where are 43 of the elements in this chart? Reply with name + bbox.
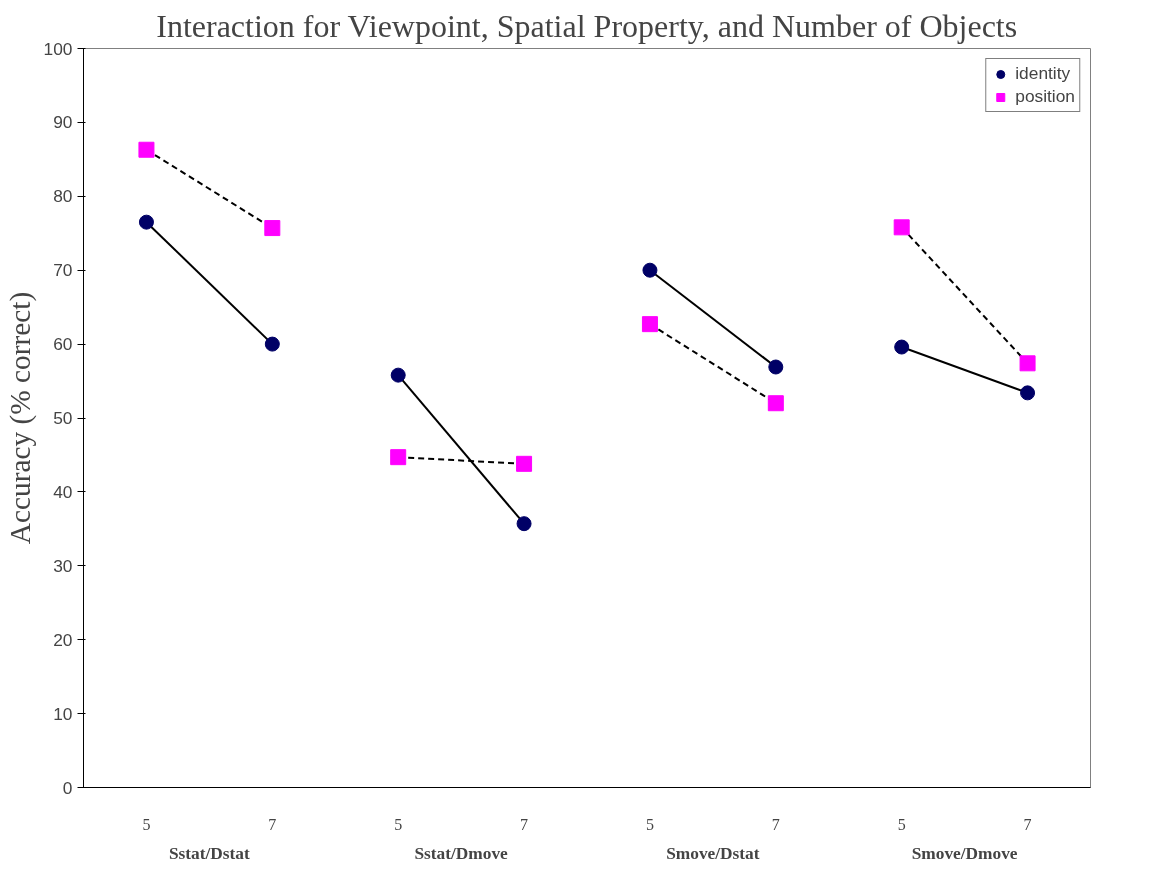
point xyxy=(768,359,784,375)
text: Sstat/Dstat xyxy=(168,843,251,863)
y-tick-label: 50 xyxy=(53,408,73,428)
point xyxy=(138,214,154,230)
point xyxy=(138,141,155,158)
point xyxy=(893,219,910,236)
x-tick-label: 5 xyxy=(394,815,403,833)
text: Sstat/Dmove xyxy=(414,843,509,863)
y-tick-label: 20 xyxy=(53,629,73,650)
point xyxy=(894,339,910,355)
y-tick-label: 90 xyxy=(53,112,73,133)
y-tick-label: 60 xyxy=(53,334,73,355)
point xyxy=(516,455,533,472)
y-tick-label: 10 xyxy=(53,703,73,724)
point xyxy=(641,316,658,333)
point xyxy=(1020,385,1036,401)
y-tick-label: 30 xyxy=(53,555,73,576)
x-tick-label: 5 xyxy=(897,815,906,833)
x-tick-label: 7 xyxy=(268,815,277,833)
legend-label: identity xyxy=(1015,63,1071,84)
y-tick-label: 100 xyxy=(43,38,73,59)
point xyxy=(767,395,784,412)
y-axis-title: Accuracy (% correct) xyxy=(3,291,37,545)
point xyxy=(1019,355,1036,372)
x-tick-label: 7 xyxy=(771,815,780,833)
x-tick-label: 7 xyxy=(1023,815,1032,833)
point xyxy=(516,516,532,532)
chart-title: Interaction for Viewpoint, Spatial Property, and Number of Objects xyxy=(156,7,1018,44)
x-tick-label: 7 xyxy=(520,815,529,833)
x-tick-label: 5 xyxy=(142,815,151,833)
point xyxy=(390,449,407,466)
x-tick-label: 5 xyxy=(645,815,654,833)
y-tick-label: 70 xyxy=(53,260,73,281)
point xyxy=(642,262,658,278)
point xyxy=(264,220,281,237)
text: Smove/Dstat xyxy=(666,843,760,863)
point xyxy=(390,367,406,383)
y-tick-label: 40 xyxy=(53,481,73,502)
y-tick-label: 80 xyxy=(53,186,73,207)
text: Smove/Dmove xyxy=(911,843,1018,863)
point xyxy=(264,336,280,352)
legend-label: position xyxy=(1015,86,1075,107)
y-tick-label: 0 xyxy=(62,777,73,798)
